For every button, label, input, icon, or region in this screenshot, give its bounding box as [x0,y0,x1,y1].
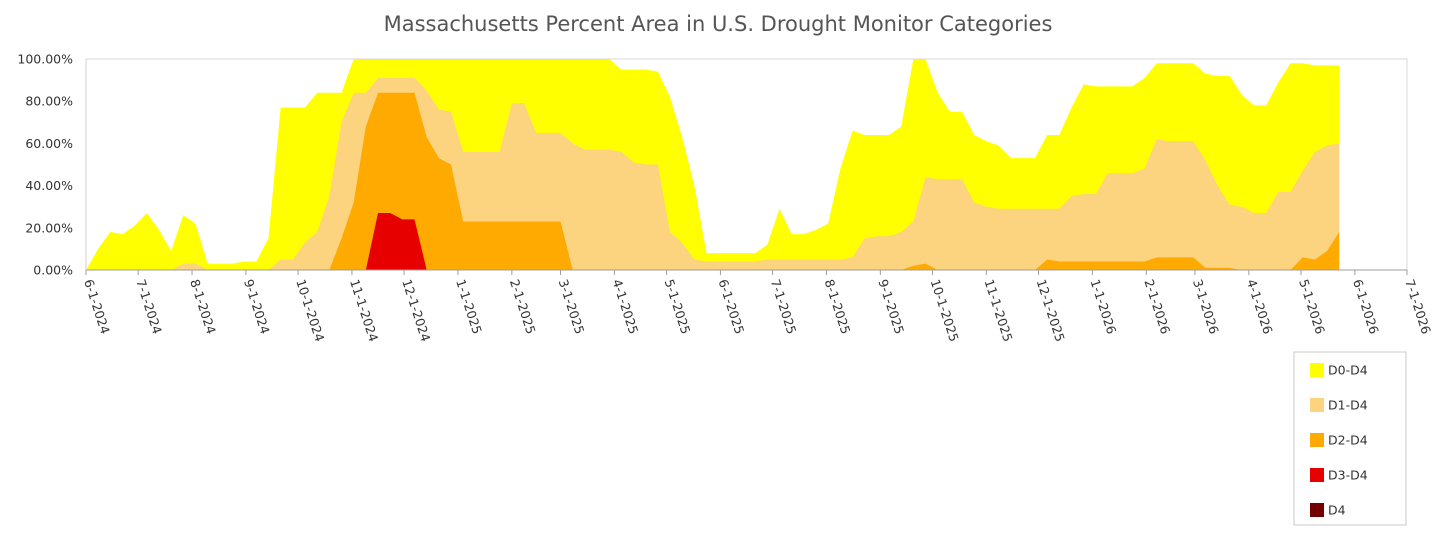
x-tick-label: 1-1-2025 [453,277,485,336]
legend-swatch [1310,503,1324,517]
y-tick-label: 100.00% [17,52,73,67]
x-tick-label: 7-1-2025 [768,277,800,336]
x-tick-label: 12-1-2025 [1034,277,1068,343]
x-tick-label: 9-1-2024 [241,277,273,336]
x-tick-label: 6-1-2026 [1350,277,1382,336]
legend-label: D1-D4 [1328,398,1368,413]
legend-label: D2-D4 [1328,433,1368,448]
x-tick-label: 8-1-2025 [822,277,854,336]
x-tick-label: 6-1-2024 [81,277,113,336]
x-tick-label: 1-1-2026 [1088,277,1120,336]
x-tick-label: 10-1-2025 [928,277,962,343]
legend-swatch [1310,433,1324,447]
legend-label: D0-D4 [1328,363,1368,378]
x-tick-label: 12-1-2024 [399,277,433,343]
x-tick-label: 7-1-2024 [133,277,165,336]
legend-swatch [1310,363,1324,377]
legend-swatch [1310,468,1324,482]
x-tick-label: 6-1-2025 [716,277,748,336]
x-tick-label: 7-1-2026 [1402,277,1434,336]
x-tick-label: 5-1-2026 [1296,277,1328,336]
x-tick-label: 9-1-2025 [875,277,907,336]
legend-label: D3-D4 [1328,468,1368,483]
x-tick-label: 2-1-2026 [1141,277,1173,336]
chart-title: Massachusetts Percent Area in U.S. Droug… [383,12,1053,36]
series-layer [86,59,1340,271]
x-tick-label: 5-1-2025 [662,277,694,336]
x-tick-label: 3-1-2026 [1190,277,1222,336]
x-tick-label: 4-1-2026 [1244,277,1276,336]
y-tick-label: 80.00% [25,94,73,109]
legend-label: D4 [1328,503,1346,518]
x-tick-label: 8-1-2024 [187,277,219,336]
y-tick-label: 40.00% [25,178,73,193]
x-tick-label: 10-1-2024 [293,277,327,343]
series-area-d3-d4 [86,213,1340,270]
x-tick-label: 11-1-2024 [347,277,381,343]
x-tick-label: 11-1-2025 [982,277,1016,343]
y-tick-label: 20.00% [25,220,73,235]
x-tick-label: 4-1-2025 [610,277,642,336]
x-tick-label: 3-1-2025 [556,277,588,336]
legend-swatch [1310,398,1324,412]
y-tick-label: 0.00% [33,263,73,278]
y-tick-label: 60.00% [25,136,73,151]
x-tick-label: 2-1-2025 [507,277,539,336]
legend: D0-D4 D1-D4 D2-D4 D3-D4 D4 [1293,351,1407,526]
